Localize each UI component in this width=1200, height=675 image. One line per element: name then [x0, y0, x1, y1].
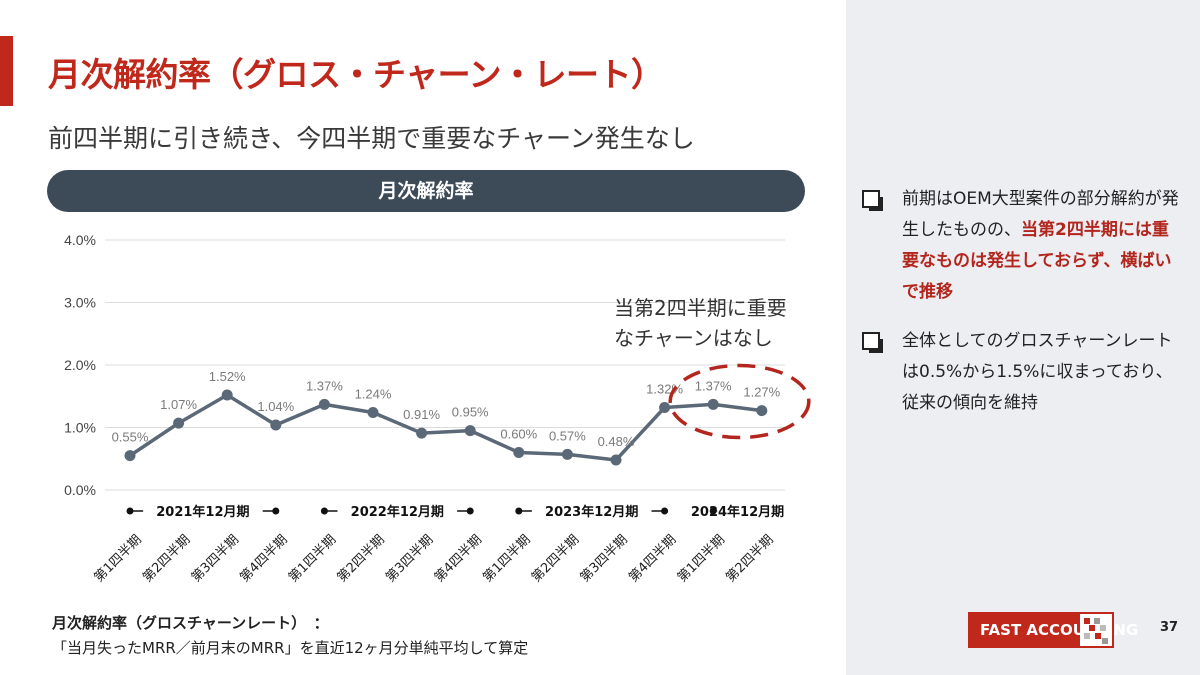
- checkbox-bullet-icon: [862, 190, 883, 211]
- chart-annotation: 当第2四半期に重要: [614, 296, 787, 320]
- x-tick-label: 第1四半期: [480, 532, 533, 585]
- company-logo: FAST ACCOUNTING: [968, 612, 1138, 648]
- footnote-body: 「当月失ったMRR／前月末のMRR」を直近12ヶ月分単純平均して算定: [52, 639, 529, 657]
- data-label: 1.37%: [695, 378, 732, 393]
- checkbox-bullet-icon: [862, 332, 883, 353]
- x-tick-label: 第3四半期: [578, 532, 631, 585]
- data-point: [367, 407, 379, 418]
- bullet-text: 前期はOEM大型案件の部分解約が発生したものの、当第2四半期には重要なものは発生…: [902, 184, 1182, 308]
- data-label: 0.91%: [403, 407, 440, 422]
- chart-annotation: なチャーンはなし: [614, 326, 773, 350]
- y-tick-label: 1.0%: [64, 420, 96, 436]
- bullet-list: 前期はOEM大型案件の部分解約が発生したものの、当第2四半期には重要なものは発生…: [862, 184, 1182, 437]
- bullet-text-highlight: 当第2四半期には重要なものは発生しておらず、横ばいで推移: [902, 220, 1172, 302]
- bullet-text: 全体としてのグロスチャーンレートは0.5%から1.5%に収まっており、従来の傾向…: [902, 326, 1182, 419]
- data-label: 1.52%: [209, 369, 246, 384]
- bullet-text-normal: 前期はOEM大型案件の部分解約が発生したものの、: [902, 189, 1179, 240]
- period-end-dot: [272, 507, 280, 515]
- data-label: 1.37%: [306, 378, 343, 393]
- y-tick-label: 4.0%: [64, 232, 96, 248]
- data-label: 1.07%: [160, 397, 197, 412]
- x-tick-label: 第3四半期: [383, 532, 436, 585]
- period-end-dot: [661, 507, 669, 515]
- x-tick-label: 第1四半期: [92, 532, 145, 585]
- x-tick-label: 第2四半期: [335, 532, 388, 585]
- x-tick-label: 第4四半期: [432, 532, 485, 585]
- churn-rate-chart: 0.0% 1.0% 2.0% 3.0% 4.0% 0.55% 1.07% 1.52% 1.04%…: [64, 232, 811, 585]
- data-label: 0.60%: [500, 427, 537, 442]
- chart-header: 月次解約率: [47, 170, 805, 212]
- data-label: 1.04%: [257, 399, 294, 414]
- x-tick-label: 第1四半期: [675, 532, 728, 585]
- footnote-title: 月次解約率（グロスチャーンレート） ：: [52, 614, 329, 632]
- data-label: 0.95%: [452, 405, 489, 420]
- page-subtitle: 前四半期に引き続き、今四半期で重要なチャーン発生なし: [48, 124, 695, 153]
- highlight-ellipse: [668, 363, 811, 440]
- data-point: [513, 447, 525, 458]
- data-label: 0.57%: [549, 428, 586, 443]
- data-point: [610, 454, 622, 466]
- x-tick-label: 第1四半期: [286, 532, 339, 585]
- data-point: [270, 419, 282, 431]
- data-point: [707, 398, 719, 410]
- data-label: 1.32%: [646, 382, 683, 397]
- data-point: [464, 425, 476, 437]
- y-tick-label: 3.0%: [64, 295, 96, 311]
- logo-text: FAST ACCOUNTING: [980, 621, 1139, 639]
- title-accent-bar: [0, 36, 13, 106]
- y-tick-label: 0.0%: [64, 482, 96, 498]
- data-point: [221, 389, 233, 401]
- data-point: [756, 405, 768, 417]
- period-label: 2023年12月期: [545, 504, 638, 520]
- data-point: [124, 450, 136, 462]
- page-title: 月次解約率（グロス・チャーン・レート）: [48, 55, 664, 94]
- y-tick-label: 2.0%: [64, 357, 96, 373]
- data-label: 1.27%: [743, 385, 780, 400]
- period-label: 2022年12月期: [351, 504, 444, 520]
- data-point: [659, 402, 671, 413]
- x-tick-label: 第2四半期: [723, 532, 776, 585]
- period-end-dot: [466, 507, 474, 515]
- bullet-item: 全体としてのグロスチャーンレートは0.5%から1.5%に収まっており、従来の傾向…: [862, 326, 1182, 419]
- bullet-item: 前期はOEM大型案件の部分解約が発生したものの、当第2四半期には重要なものは発生…: [862, 184, 1182, 308]
- x-tick-label: 第2四半期: [529, 532, 582, 585]
- x-tick-label: 第3四半期: [189, 532, 242, 585]
- data-label: 0.55%: [112, 430, 149, 445]
- page-number: 37: [1160, 620, 1179, 635]
- data-point: [416, 427, 428, 439]
- bullet-text-normal: 全体としてのグロスチャーンレートは0.5%から1.5%に収まっており、従来の傾向…: [902, 331, 1173, 413]
- series-line: [129, 393, 763, 462]
- x-tick-label: 第4四半期: [626, 532, 679, 585]
- side-panel: [846, 0, 1200, 675]
- data-label: 0.48%: [598, 434, 635, 449]
- period-label: 2024年12月期: [691, 504, 784, 520]
- data-point: [173, 417, 185, 429]
- data-label: 1.24%: [355, 387, 392, 402]
- x-tick-label: 第2四半期: [140, 532, 193, 585]
- period-label: 2021年12月期: [156, 504, 249, 520]
- logo-pixel-icon: [1080, 614, 1112, 646]
- data-point: [318, 398, 330, 410]
- x-tick-label: 第4四半期: [237, 532, 290, 585]
- data-point: [561, 448, 573, 460]
